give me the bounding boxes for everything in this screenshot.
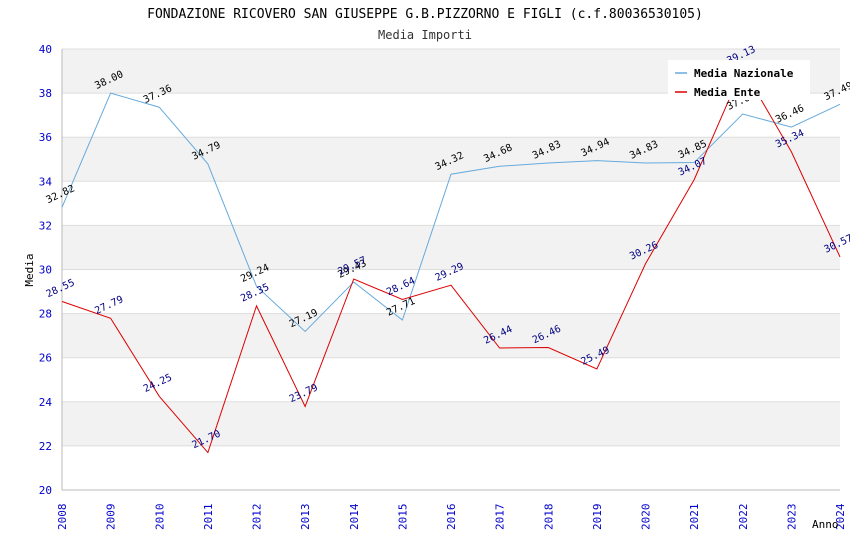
x-tick-label: 2017 bbox=[494, 504, 507, 531]
x-axis-ticks: 2008 2009 2010 2011 2012 2013 2014 2015 2016 2017… bbox=[56, 503, 847, 530]
x-tick-label: 2024 bbox=[834, 503, 847, 530]
y-tick-label: 40 bbox=[39, 43, 52, 56]
series-line bbox=[61, 92, 841, 333]
x-tick-label: 2009 bbox=[105, 504, 118, 531]
x-tick-label: 2023 bbox=[785, 504, 798, 531]
chart-subtitle: Media Importi bbox=[378, 28, 472, 42]
grid-band bbox=[62, 93, 840, 138]
x-tick-label: 2021 bbox=[688, 504, 701, 531]
x-tick-label: 2008 bbox=[56, 504, 69, 531]
legend-label: Media Nazionale bbox=[694, 67, 794, 80]
x-axis-label: Anno bbox=[812, 518, 839, 531]
x-tick-label: 2010 bbox=[153, 504, 166, 531]
y-tick-label: 34 bbox=[39, 175, 53, 188]
x-tick-label: 2015 bbox=[396, 504, 409, 531]
grid-band bbox=[62, 401, 840, 446]
x-tick-label: 2022 bbox=[737, 504, 750, 531]
grid-band bbox=[62, 313, 840, 358]
y-tick-label: 32 bbox=[39, 219, 52, 232]
y-axis-label: Media bbox=[23, 253, 36, 286]
legend-box bbox=[668, 60, 810, 100]
y-tick-label: 24 bbox=[39, 396, 53, 409]
series-line bbox=[61, 67, 841, 454]
y-tick-label: 26 bbox=[39, 352, 52, 365]
y-tick-label: 38 bbox=[39, 87, 52, 100]
x-tick-label: 2011 bbox=[202, 504, 215, 531]
grid-band bbox=[62, 269, 840, 314]
y-tick-label: 30 bbox=[39, 264, 52, 277]
x-tick-label: 2013 bbox=[299, 504, 312, 531]
x-tick-label: 2014 bbox=[348, 503, 361, 530]
legend-label: Media Ente bbox=[694, 86, 761, 99]
x-tick-label: 2018 bbox=[542, 504, 555, 531]
chart-title: FONDAZIONE RICOVERO SAN GIUSEPPE G.B.PIZ… bbox=[147, 7, 703, 22]
x-tick-label: 2020 bbox=[640, 504, 653, 531]
series-lines bbox=[61, 67, 841, 454]
y-tick-label: 20 bbox=[39, 484, 52, 497]
legend: Media Nazionale Media Ente bbox=[668, 60, 810, 100]
grid-band bbox=[62, 445, 840, 490]
y-tick-label: 36 bbox=[39, 131, 52, 144]
y-axis-ticks: 20 22 24 26 28 30 32 34 36 38 40 bbox=[39, 43, 53, 497]
x-tick-label: 2019 bbox=[591, 504, 604, 531]
grid-band bbox=[62, 181, 840, 226]
grid-band bbox=[62, 357, 840, 402]
x-tick-label: 2012 bbox=[251, 504, 264, 531]
grid-band bbox=[62, 225, 840, 270]
x-tick-label: 2016 bbox=[445, 504, 458, 531]
y-tick-label: 22 bbox=[39, 440, 52, 453]
y-tick-label: 28 bbox=[39, 308, 52, 321]
